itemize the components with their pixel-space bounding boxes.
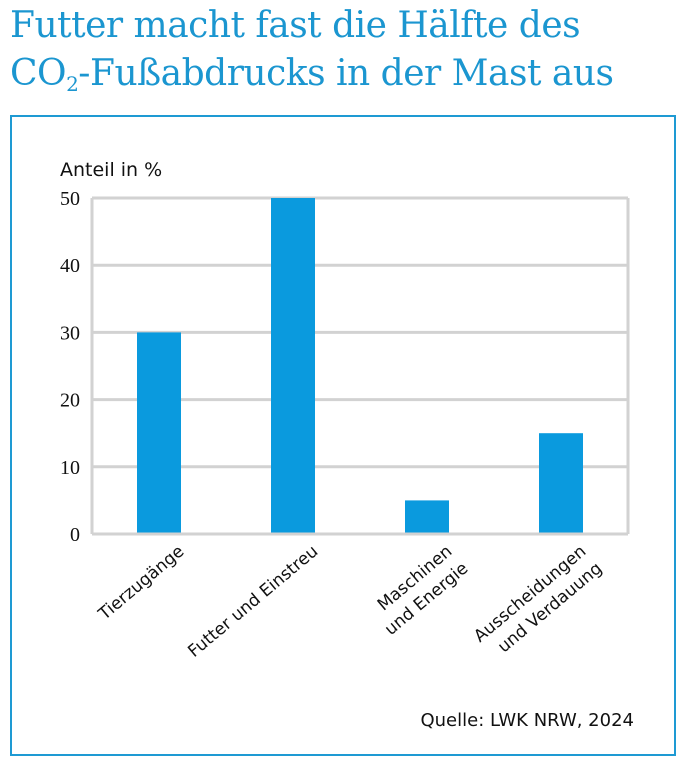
y-tick-label: 30 [60, 322, 80, 344]
bar [405, 500, 449, 533]
y-tick-label: 0 [70, 524, 80, 546]
x-tick-label: Tierzugänge [94, 542, 188, 625]
bar [137, 332, 181, 533]
title-line-1: Futter macht fast die Hälfte des [10, 5, 581, 46]
bar [271, 198, 315, 533]
x-tick-label: Futter und Einstreu [184, 542, 322, 662]
chart-title: Futter macht fast die Hälfte des CO2-Fuß… [10, 2, 614, 108]
y-tick-label: 40 [60, 255, 80, 277]
y-axis-label: Anteil in % [60, 159, 162, 181]
y-tick-label: 20 [60, 390, 80, 412]
y-tick-label: 50 [60, 188, 80, 210]
y-tick-label: 10 [60, 457, 80, 479]
bar [539, 433, 583, 533]
source-note: Quelle: LWK NRW, 2024 [420, 710, 634, 731]
chart-frame [10, 115, 676, 756]
title-line-2: CO2-Fußabdrucks in der Mast aus [10, 53, 614, 96]
